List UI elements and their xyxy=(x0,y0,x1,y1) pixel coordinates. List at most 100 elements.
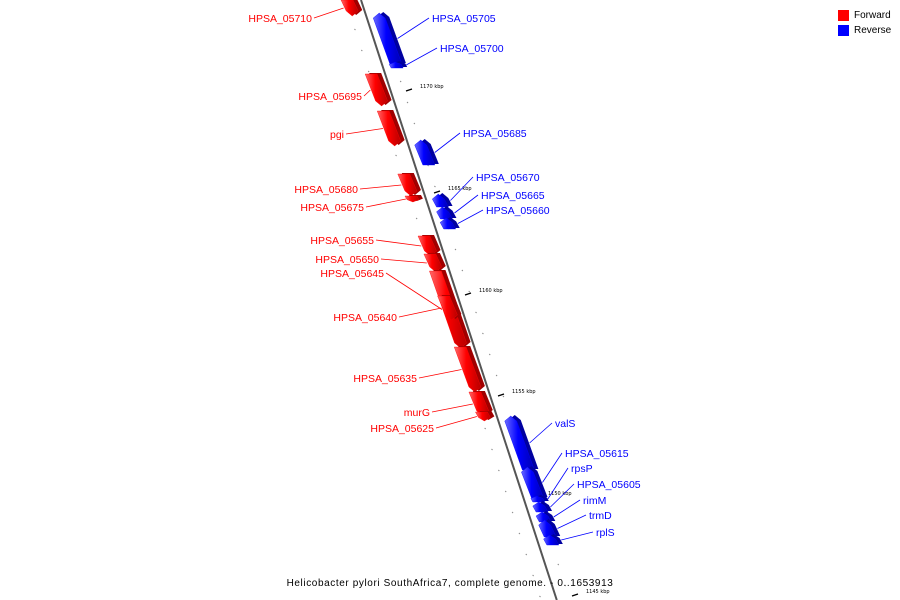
genome-axis xyxy=(360,0,558,600)
gene-trmD[interactable] xyxy=(538,519,561,538)
gene-arrow[interactable] xyxy=(340,0,359,17)
gene-label[interactable]: HPSA_05710 xyxy=(248,13,312,25)
gene-arrow[interactable] xyxy=(376,110,401,147)
gene-arrow[interactable] xyxy=(439,217,457,230)
gene-leader-line xyxy=(542,452,563,483)
gene-HPSA_05660[interactable] xyxy=(439,217,460,230)
gene-label[interactable]: valS xyxy=(555,418,575,430)
gene-label[interactable]: rpsP xyxy=(571,463,593,475)
gene-leader-line xyxy=(418,369,462,379)
gene-label[interactable]: rplS xyxy=(596,527,615,539)
track-dot xyxy=(502,395,505,398)
gene-HPSA_05675[interactable] xyxy=(404,195,423,203)
gene-arrow[interactable] xyxy=(423,253,442,273)
gene-HPSA_05685[interactable] xyxy=(414,139,439,166)
gene-leader-line xyxy=(457,209,484,224)
legend-reverse[interactable]: Reverse xyxy=(838,23,891,38)
gene-rimM[interactable] xyxy=(535,511,556,523)
gene-label[interactable]: murG xyxy=(404,407,430,419)
gene-HPSA_05605[interactable] xyxy=(532,501,553,513)
legend-forward[interactable]: Forward xyxy=(838,8,891,23)
reverse-swatch xyxy=(838,25,849,36)
gene-label[interactable]: trmD xyxy=(589,510,612,522)
gene-HPSA_05700[interactable] xyxy=(388,61,408,69)
gene-valS[interactable] xyxy=(504,415,539,471)
gene-HPSA_05655[interactable] xyxy=(417,235,441,257)
scale-tick-label: 1160 kbp xyxy=(479,288,503,294)
gene-HPSA_05665[interactable] xyxy=(436,206,457,220)
scale-tick xyxy=(433,190,441,194)
gene-leader-line xyxy=(313,7,344,19)
track-dot xyxy=(434,185,436,188)
scale-tick-label: 1170 kbp xyxy=(420,84,444,90)
track-dot xyxy=(415,217,418,220)
legend: Forward Reverse xyxy=(838,8,891,38)
gene-label[interactable]: HPSA_05685 xyxy=(463,128,527,140)
gene-leader-line xyxy=(561,531,594,541)
gene-arrow[interactable] xyxy=(364,73,388,107)
gene-HPSA_05710[interactable] xyxy=(340,0,363,17)
gene-leader-line xyxy=(345,128,383,135)
gene-label[interactable]: HPSA_05675 xyxy=(300,202,364,214)
gene-label[interactable]: HPSA_05670 xyxy=(476,172,540,184)
gene-label[interactable]: HPSA_05640 xyxy=(333,312,397,324)
gene-arrow[interactable] xyxy=(453,346,482,393)
gene-leader-line xyxy=(435,416,478,429)
track-dot xyxy=(491,448,493,451)
track-dot xyxy=(495,374,498,377)
gene-HPSA_05635[interactable] xyxy=(453,346,485,393)
track-dot xyxy=(406,101,409,104)
track-dot xyxy=(504,490,507,493)
scale-tick xyxy=(464,292,472,296)
gene-label[interactable]: HPSA_05700 xyxy=(440,43,504,55)
gene-label[interactable]: HPSA_05655 xyxy=(310,235,374,247)
track-dot xyxy=(360,49,363,52)
gene-arrow[interactable] xyxy=(397,173,418,197)
gene-HPSA_05650[interactable] xyxy=(423,253,446,273)
track-dot xyxy=(475,311,477,314)
gene-rplS[interactable] xyxy=(543,534,563,546)
gene-leader-line xyxy=(431,403,473,413)
gene-leader-line xyxy=(454,194,479,214)
track-dot xyxy=(468,290,471,293)
gene-label[interactable]: HPSA_05660 xyxy=(486,205,550,217)
gene-HPSA_05640[interactable] xyxy=(437,295,462,321)
track-dot xyxy=(484,427,487,430)
gene-arrow[interactable] xyxy=(437,295,458,321)
scale-tick xyxy=(571,593,579,597)
track-dot xyxy=(518,532,521,535)
gene-label[interactable]: rimM xyxy=(583,495,606,507)
gene-leader-line xyxy=(529,422,553,444)
gene-label[interactable]: HPSA_05615 xyxy=(565,448,629,460)
track-dot xyxy=(525,553,528,556)
gene-HPSA_05615[interactable] xyxy=(521,466,548,499)
gene-arrow[interactable] xyxy=(543,534,560,546)
gene-arrow[interactable] xyxy=(475,411,491,422)
gene-pgi[interactable] xyxy=(376,110,405,147)
gene-label[interactable]: HPSA_05635 xyxy=(353,373,417,385)
gene-label[interactable]: HPSA_05605 xyxy=(577,479,641,491)
gene-label[interactable]: HPSA_05625 xyxy=(370,423,434,435)
scale-tick xyxy=(405,88,413,92)
gene-HPSA_05625[interactable] xyxy=(475,411,495,422)
gene-arrow[interactable] xyxy=(404,195,420,203)
track-dot xyxy=(564,584,566,587)
gene-HPSA_05705[interactable] xyxy=(373,12,406,65)
gene-label[interactable]: HPSA_05645 xyxy=(320,268,384,280)
gene-arrow[interactable] xyxy=(388,61,404,69)
gene-label[interactable]: HPSA_05680 xyxy=(294,184,358,196)
gene-label[interactable]: HPSA_05705 xyxy=(432,13,496,25)
gene-HPSA_05670[interactable] xyxy=(432,193,453,208)
legend-forward-label: Forward xyxy=(854,10,891,21)
gene-leader-line xyxy=(359,184,402,190)
gene-HPSA_05680[interactable] xyxy=(397,173,421,197)
gene-label[interactable]: HPSA_05665 xyxy=(481,190,545,202)
gene-label[interactable]: HPSA_05695 xyxy=(298,91,362,103)
track-dot xyxy=(539,595,541,598)
track-dot xyxy=(461,269,464,272)
gene-label[interactable]: pgi xyxy=(330,129,344,141)
gene-arrow[interactable] xyxy=(414,139,436,166)
gene-label[interactable]: HPSA_05650 xyxy=(315,254,379,266)
gene-HPSA_05695[interactable] xyxy=(364,73,392,107)
